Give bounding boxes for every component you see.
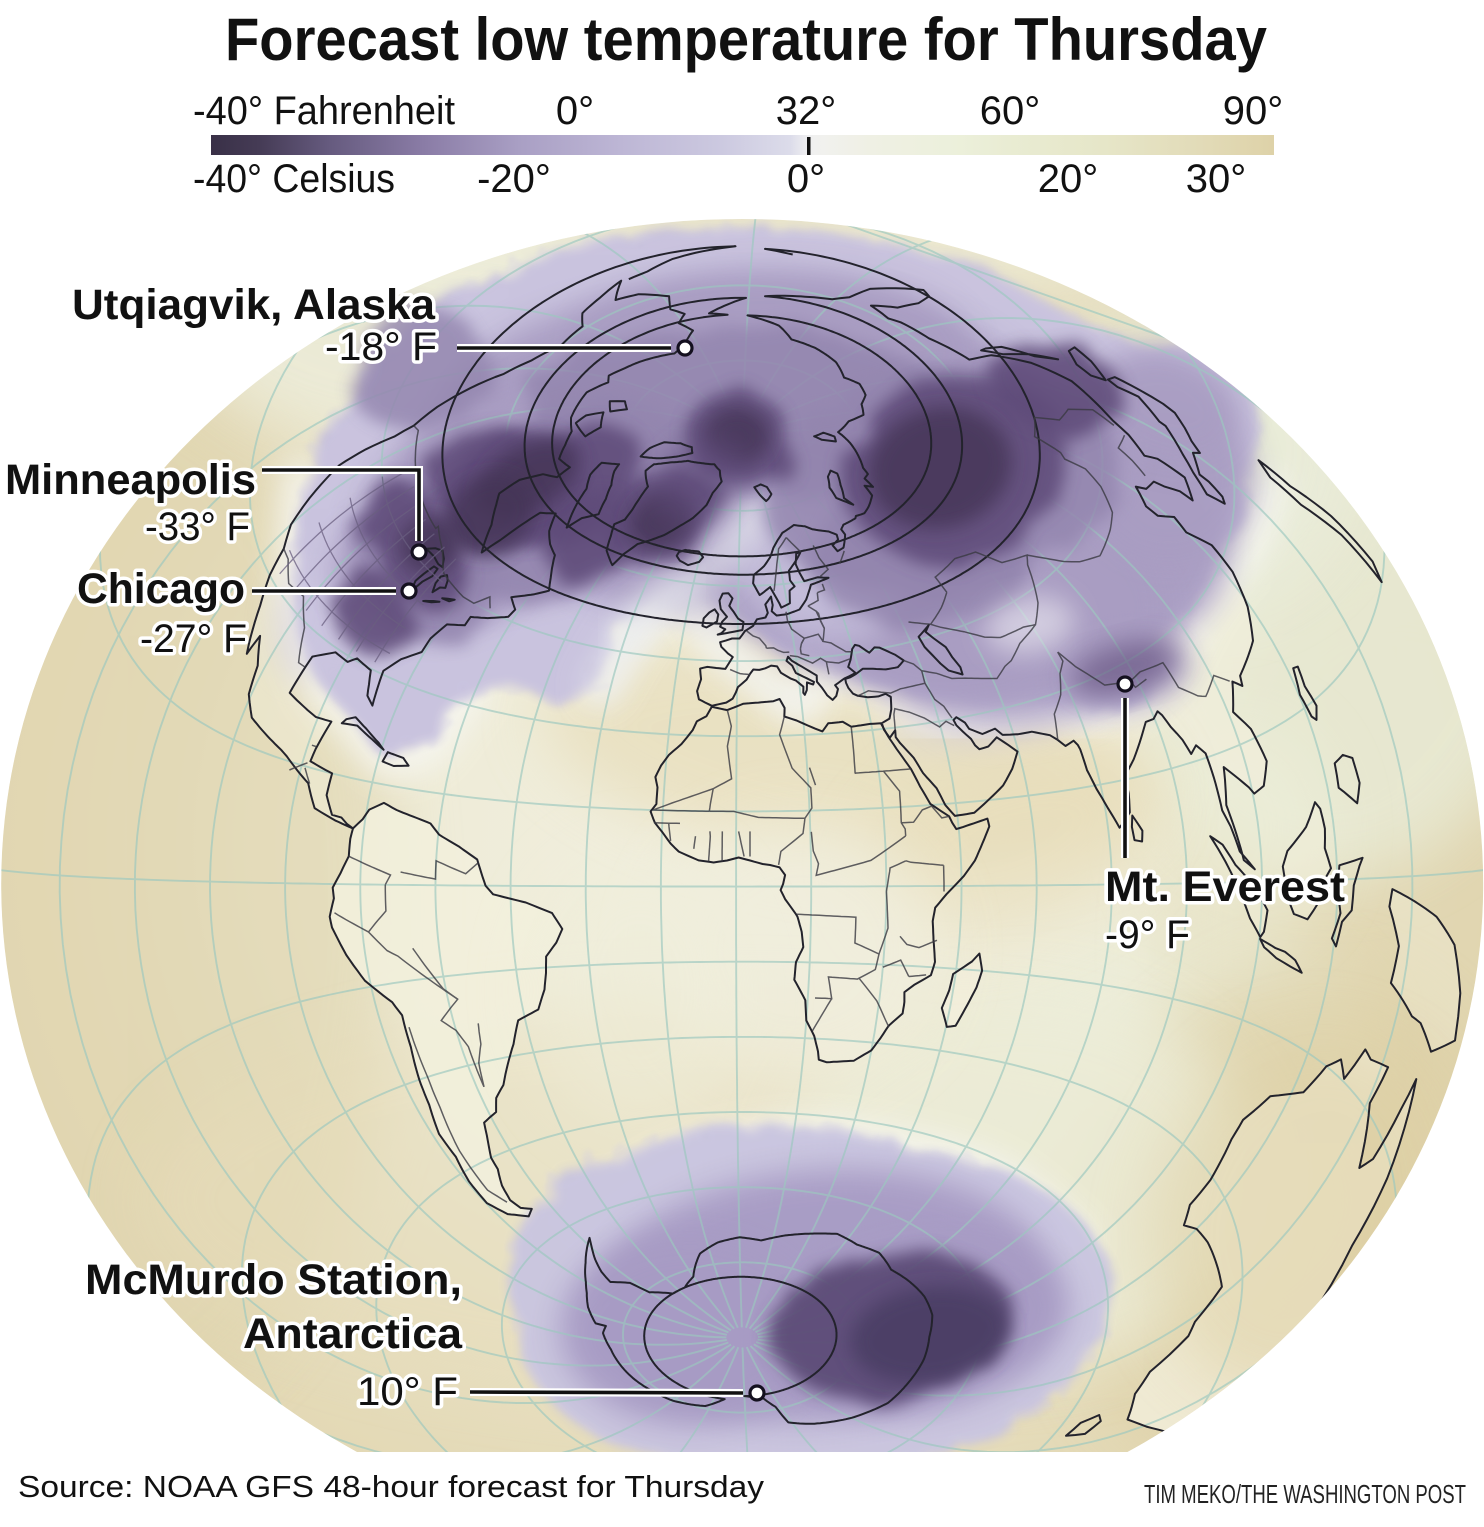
svg-text:-33° F: -33° F	[145, 505, 250, 549]
svg-text:-40° Celsius: -40° Celsius	[193, 157, 395, 201]
svg-text:Source: NOAA GFS 48-hour forec: Source: NOAA GFS 48-hour forecast for Th…	[18, 1469, 765, 1504]
svg-text:-20°: -20°	[477, 157, 551, 201]
svg-text:32°: 32°	[776, 89, 837, 133]
svg-text:-27° F: -27° F	[140, 617, 247, 661]
svg-text:-18° F: -18° F	[325, 325, 437, 369]
svg-text:TIM MEKO/THE WASHINGTON POST: TIM MEKO/THE WASHINGTON POST	[1144, 1479, 1466, 1509]
svg-text:10° F: 10° F	[357, 1370, 458, 1414]
svg-text:90°: 90°	[1223, 89, 1284, 133]
svg-text:-40° Fahrenheit: -40° Fahrenheit	[193, 89, 455, 133]
svg-text:60°: 60°	[980, 89, 1041, 133]
svg-text:0°: 0°	[787, 157, 825, 201]
svg-text:30°: 30°	[1186, 157, 1247, 201]
svg-text:Mt. Everest: Mt. Everest	[1105, 863, 1345, 911]
svg-text:Forecast low temperature for T: Forecast low temperature for Thursday	[225, 6, 1268, 73]
svg-text:Chicago: Chicago	[77, 565, 245, 613]
svg-text:Antarctica: Antarctica	[243, 1310, 463, 1358]
svg-text:Minneapolis: Minneapolis	[5, 456, 256, 504]
svg-text:-9° F: -9° F	[1105, 913, 1190, 957]
svg-text:McMurdo Station,: McMurdo Station,	[85, 1256, 462, 1304]
svg-text:20°: 20°	[1038, 157, 1099, 201]
svg-text:0°: 0°	[556, 89, 594, 133]
svg-text:Utqiagvik, Alaska: Utqiagvik, Alaska	[72, 281, 436, 329]
